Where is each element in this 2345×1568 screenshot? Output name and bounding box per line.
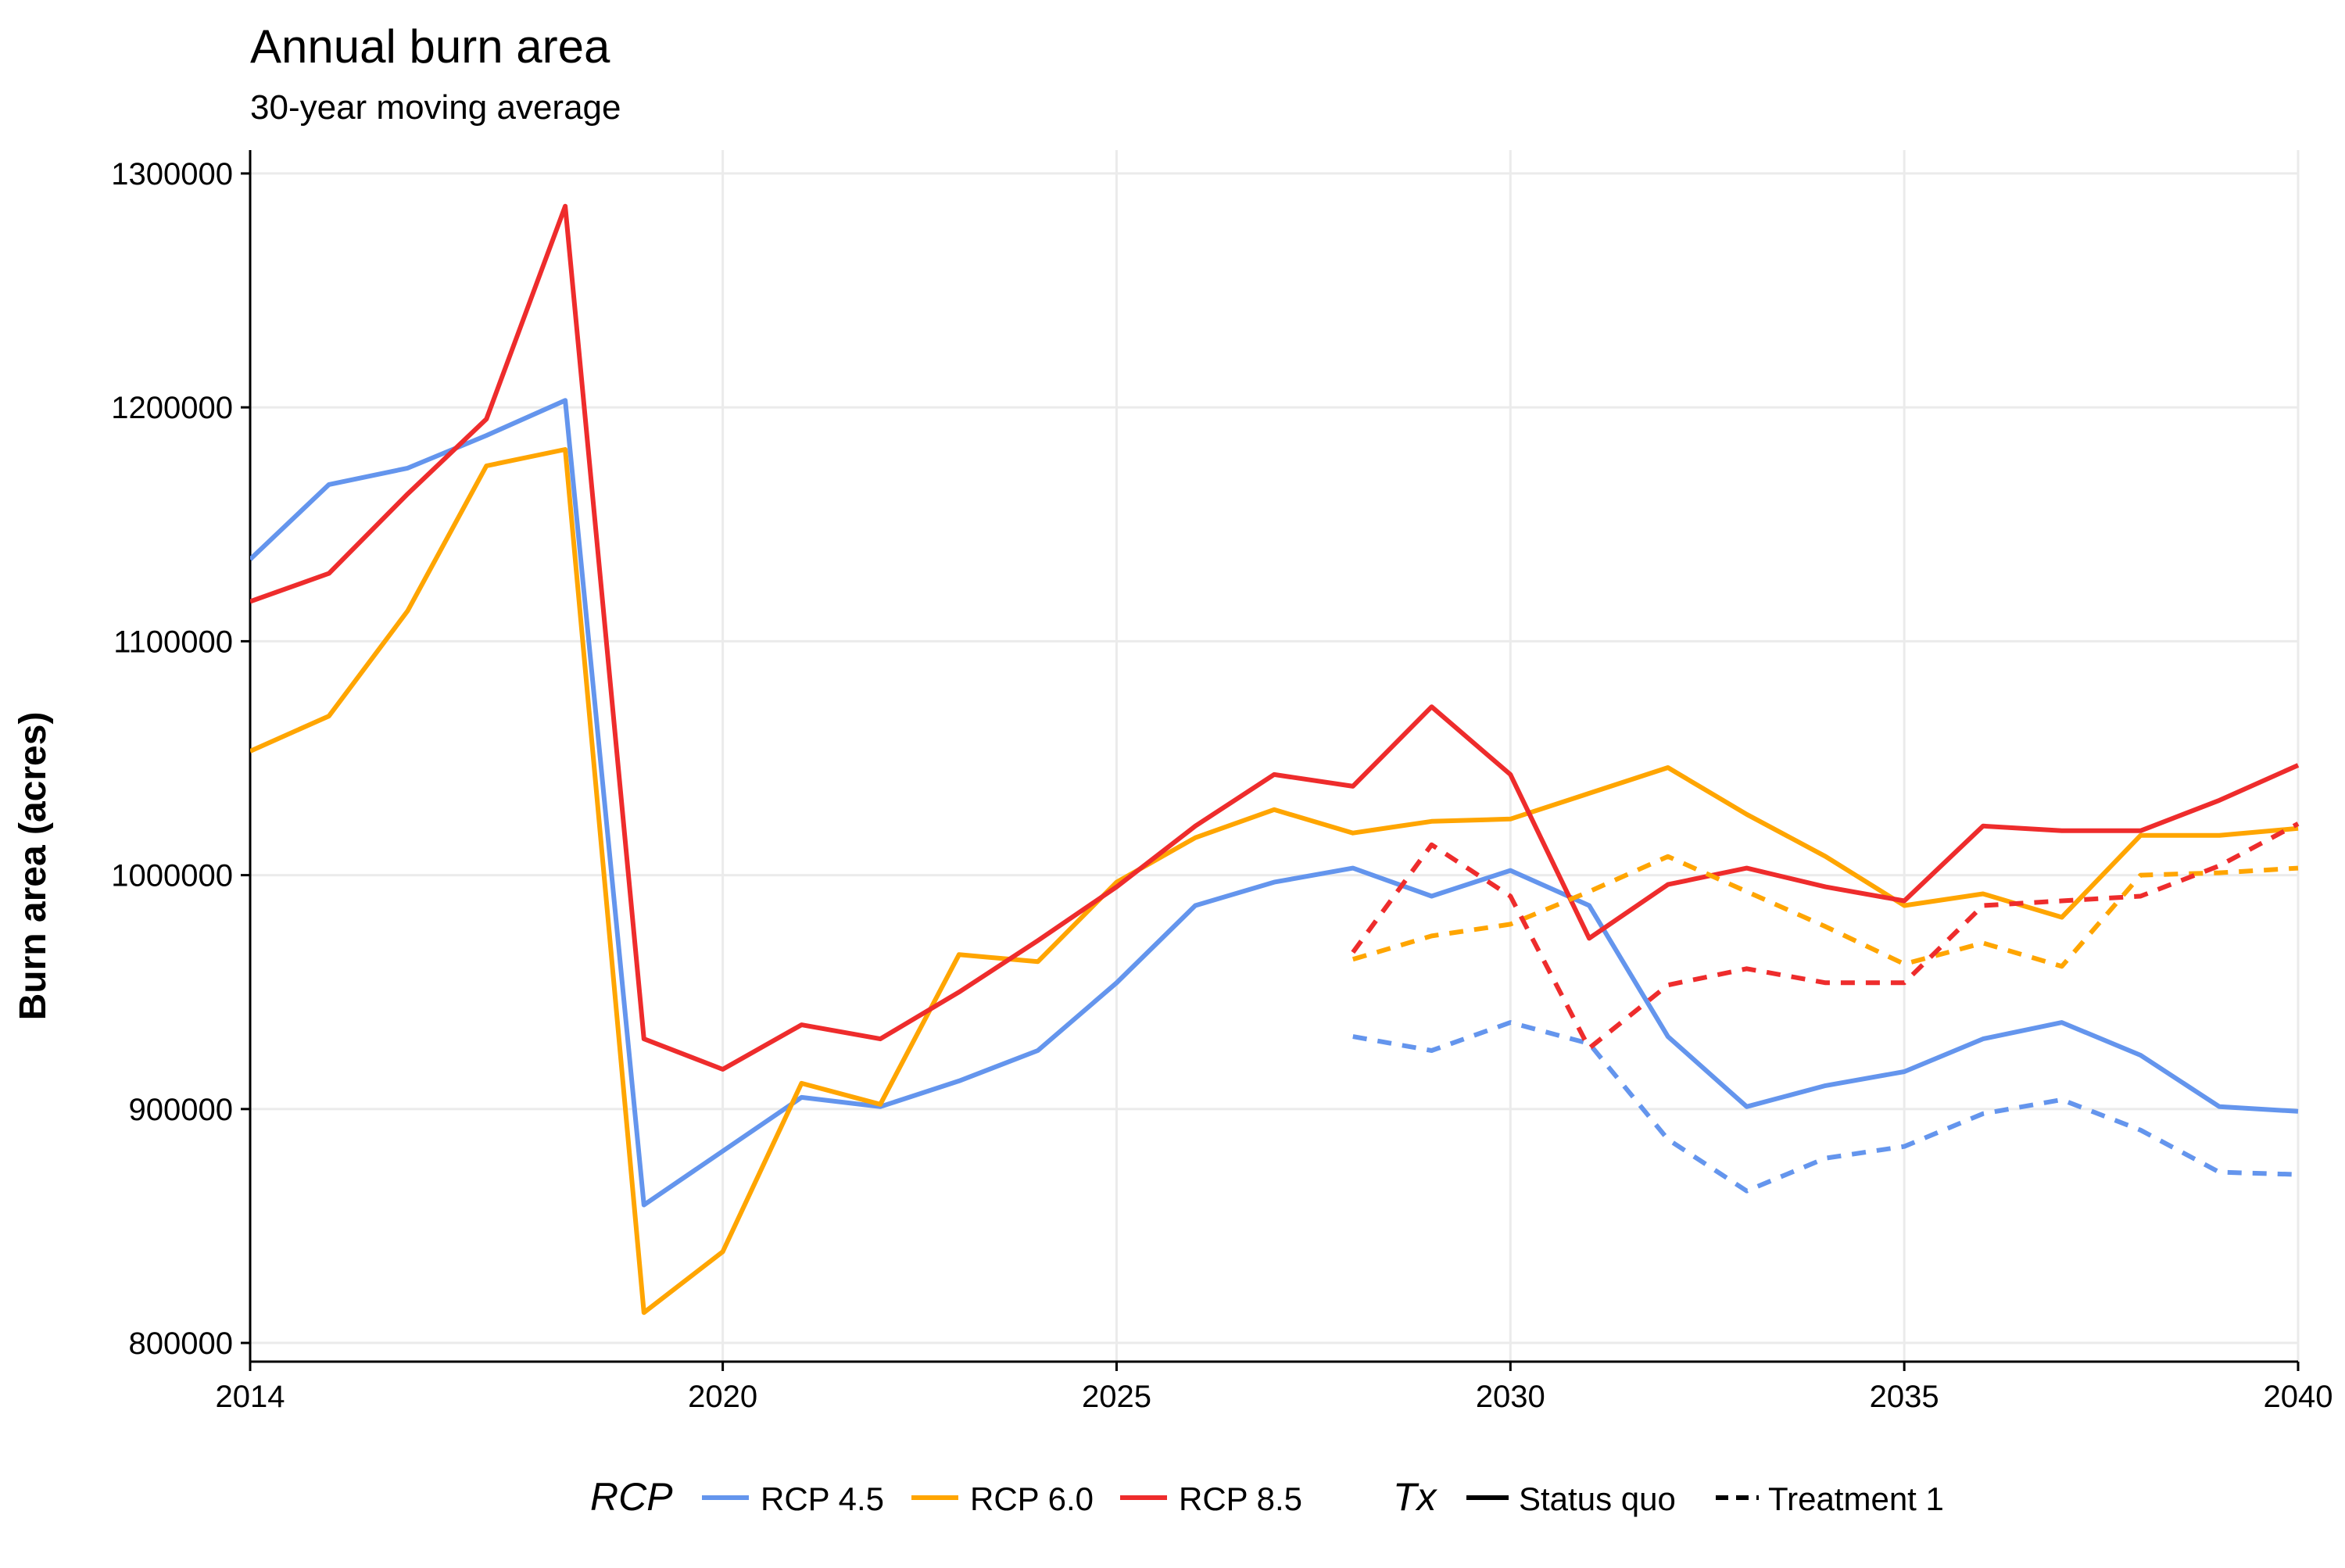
x-tick-label: 2025: [1082, 1380, 1151, 1414]
series-lines: [250, 203, 2300, 1316]
x-tick-label: 2020: [688, 1380, 757, 1414]
axes: [241, 150, 2300, 1371]
legend-title-tx: Tx: [1393, 1475, 1438, 1519]
x-tick-label: 2014: [216, 1380, 285, 1414]
legend-label-rcp85: RCP 8.5: [1179, 1480, 1302, 1517]
legend: RCP RCP 4.5 RCP 6.0 RCP 8.5 Tx Status qu…: [590, 1475, 1944, 1519]
y-tick-label: 1000000: [111, 859, 233, 893]
y-tick-label: 1200000: [111, 391, 233, 425]
x-tick-label: 2040: [2264, 1380, 2333, 1414]
series-line-rcp-8-5-status-quo: [250, 203, 2300, 1072]
series-line-rcp-8-5-treatment-1: [1351, 822, 2300, 1051]
x-tick-label: 2035: [1870, 1380, 1939, 1414]
y-tick-label: 800000: [129, 1326, 233, 1361]
x-tick-label: 2030: [1476, 1380, 1545, 1414]
y-tick-label: 1300000: [111, 157, 233, 192]
tick-labels: 2014 2020 2025 2030 2035 2040 800000 900000 1000…: [111, 157, 2332, 1414]
legend-label-rcp45: RCP 4.5: [761, 1480, 884, 1517]
y-tick-label: 1100000: [113, 625, 233, 659]
legend-label-status-quo: Status quo: [1519, 1480, 1676, 1517]
series-line-rcp-4-5-status-quo: [250, 398, 2299, 1208]
legend-title-rcp: RCP: [590, 1475, 673, 1519]
y-axis-title: Burn area (acres): [13, 712, 54, 1021]
legend-label-rcp60: RCP 6.0: [970, 1480, 1094, 1517]
series-line-rcp-6-0-status-quo: [250, 447, 2299, 1316]
legend-label-treatment-1: Treatment 1: [1768, 1480, 1944, 1517]
y-tick-label: 900000: [129, 1093, 233, 1127]
grid-lines: [249, 150, 2300, 1362]
chart-subtitle: 30-year moving average: [250, 88, 621, 127]
series-line-rcp-6-0-treatment-1: [1352, 854, 2299, 969]
series-line-rcp-4-5-treatment-1: [1352, 1020, 2299, 1194]
chart-title: Annual burn area: [250, 20, 610, 73]
